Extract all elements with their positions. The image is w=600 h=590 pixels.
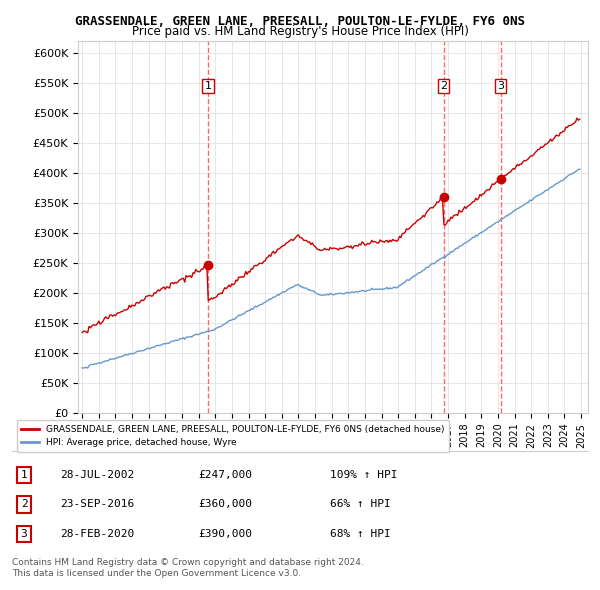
Text: 28-FEB-2020: 28-FEB-2020 [60,529,134,539]
Text: £247,000: £247,000 [198,470,252,480]
Text: £360,000: £360,000 [198,500,252,509]
Text: 1: 1 [205,81,212,91]
Legend: GRASSENDALE, GREEN LANE, PREESALL, POULTON-LE-FYLDE, FY6 0NS (detached house), H: GRASSENDALE, GREEN LANE, PREESALL, POULT… [17,421,449,452]
Text: 28-JUL-2002: 28-JUL-2002 [60,470,134,480]
Text: 109% ↑ HPI: 109% ↑ HPI [330,470,398,480]
Text: 1: 1 [20,470,28,480]
Text: 3: 3 [497,81,504,91]
Text: GRASSENDALE, GREEN LANE, PREESALL, POULTON-LE-FYLDE, FY6 0NS: GRASSENDALE, GREEN LANE, PREESALL, POULT… [75,15,525,28]
Text: 68% ↑ HPI: 68% ↑ HPI [330,529,391,539]
Text: Contains HM Land Registry data © Crown copyright and database right 2024.: Contains HM Land Registry data © Crown c… [12,558,364,566]
Text: £390,000: £390,000 [198,529,252,539]
Text: This data is licensed under the Open Government Licence v3.0.: This data is licensed under the Open Gov… [12,569,301,578]
Text: 66% ↑ HPI: 66% ↑ HPI [330,500,391,509]
Text: Price paid vs. HM Land Registry's House Price Index (HPI): Price paid vs. HM Land Registry's House … [131,25,469,38]
Text: 23-SEP-2016: 23-SEP-2016 [60,500,134,509]
Text: 3: 3 [20,529,28,539]
Text: 2: 2 [440,81,447,91]
Text: 2: 2 [20,500,28,509]
